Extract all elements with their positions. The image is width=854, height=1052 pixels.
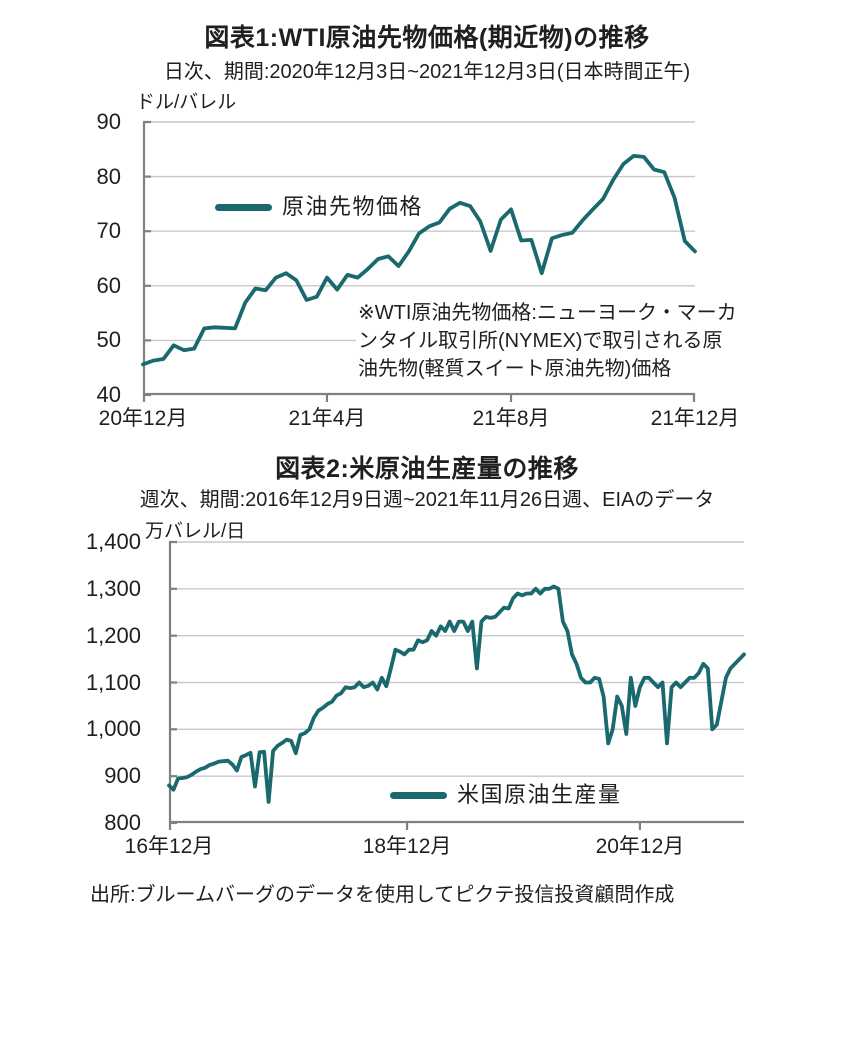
x-axis-tick-label: 21年8月 [472, 407, 550, 430]
us-production-chart: 米国原油生産量 800 900 1,000 1,100 1,200 1,300 1,400 1… [86, 529, 746, 858]
x-axis-tick-label: 21年12月 [650, 407, 740, 430]
x-axis-tick-label: 21年4月 [288, 407, 366, 430]
y-axis-tick-label: 1,000 [85, 716, 141, 742]
y-axis-tick-label: 50 [96, 327, 121, 353]
chart1-unit-label: ドル/バレル [136, 92, 237, 113]
wti-price-chart-canvas [141, 120, 697, 402]
chart1-footnote: ※WTI原油先物価格:ニューヨーク・マーカ ンタイル取引所(NYMEX)で取引さ… [356, 299, 739, 383]
y-axis-tick-label: 800 [104, 810, 141, 835]
chart2-unit-label: 万バレル/日 [145, 521, 246, 542]
chart2-legend: 米国原油生産量 [388, 781, 624, 809]
chart1-legend-label: 原油先物価格 [282, 194, 424, 219]
line-series-swatch [215, 203, 272, 211]
y-axis-tick-label: 1,100 [85, 669, 141, 695]
y-axis-tick-label: 80 [96, 163, 121, 189]
source-note: 出所:ブルームバーグのデータを使用してピクテ投信投資顧問作成 [90, 884, 675, 906]
y-axis-tick-label: 1,400 [85, 529, 141, 554]
chart1-subtitle: 日次、期間:2020年12月3日~2021年12月3日(日本時間正午) [163, 61, 691, 83]
footnote-line: 油先物(軽質スイート原油先物)価格 [358, 358, 672, 380]
x-axis-tick-label: 16年12月 [124, 835, 214, 858]
y-axis-tick-label: 90 [96, 109, 121, 134]
x-axis-tick-label: 18年12月 [362, 835, 452, 858]
chart2-title: 図表2:米原油生産量の推移 [275, 455, 579, 483]
footnote-line: ※WTI原油先物価格:ニューヨーク・マーカ [358, 302, 737, 324]
footnote-line: ンタイル取引所(NYMEX)で取引される原 [358, 330, 723, 352]
chart2-subtitle: 週次、期間:2016年12月9日週~2021年11月26日週、EIAのデータ [139, 489, 715, 511]
line-series-swatch [390, 791, 447, 799]
y-axis-tick-label: 40 [96, 382, 121, 407]
wti-price-chart: 原油先物価格 ※WTI原油先物価格:ニューヨーク・マーカ ンタイル取引所(NYM… [97, 109, 740, 430]
chart2-legend-label: 米国原油生産量 [457, 782, 622, 807]
y-axis-tick-label: 70 [96, 218, 121, 244]
y-axis-tick-label: 60 [96, 272, 121, 298]
chart1-legend: 原油先物価格 [213, 193, 426, 221]
y-axis-tick-label: 900 [104, 763, 141, 789]
x-axis-tick-label: 20年12月 [595, 835, 685, 858]
y-axis-tick-label: 1,300 [85, 575, 141, 601]
y-axis-tick-label: 1,200 [85, 622, 141, 648]
x-axis-tick-label: 20年12月 [98, 407, 188, 430]
us-production-chart-canvas [167, 540, 746, 830]
chart1-title: 図表1:WTI原油先物価格(期近物)の推移 [204, 24, 650, 52]
